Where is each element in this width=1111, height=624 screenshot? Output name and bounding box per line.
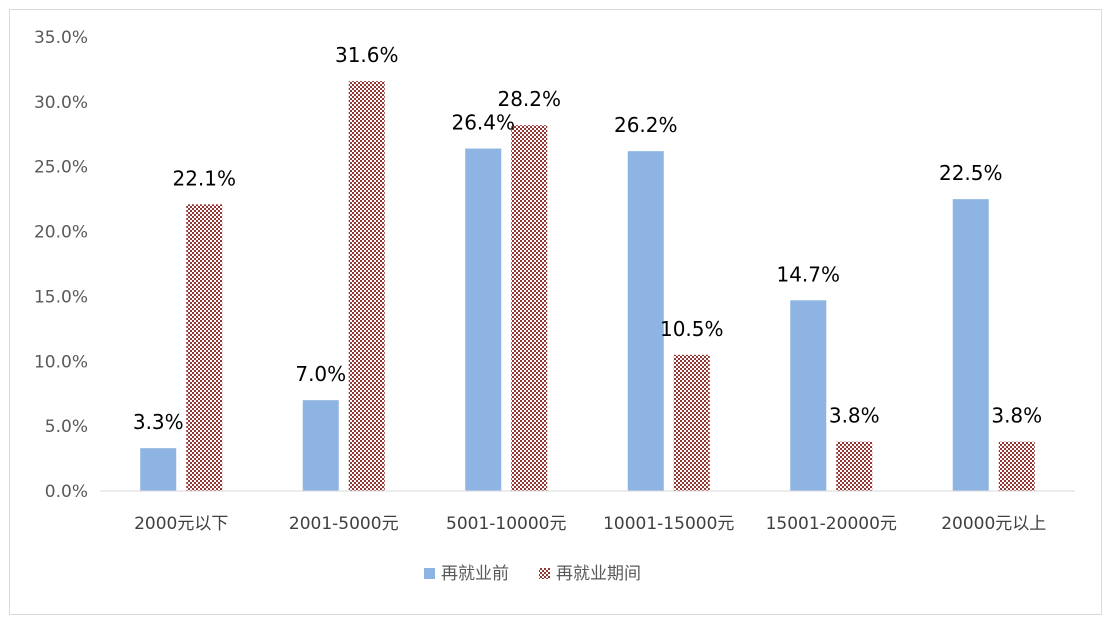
x-axis-categories: 2000元以下 2001-5000元 5001-10000元 10001-15000元…: [134, 514, 1046, 534]
x-category-label: 15001-20000元: [766, 514, 897, 534]
x-category-label: 10001-15000元: [603, 514, 734, 534]
data-label: 26.2%: [614, 113, 678, 137]
data-label: 31.6%: [335, 43, 399, 67]
legend-swatch-during: [539, 568, 550, 579]
y-tick-label: 25.0%: [34, 158, 88, 178]
y-tick-label: 20.0%: [34, 223, 88, 243]
x-category-label: 2000元以下: [134, 514, 228, 534]
legend-label: 再就业前: [441, 564, 509, 584]
data-label: 10.5%: [660, 317, 724, 341]
y-tick-label: 30.0%: [34, 93, 88, 113]
bar-before: [790, 300, 827, 491]
bar-during: [186, 204, 223, 491]
y-tick-label: 5.0%: [45, 417, 88, 437]
data-label: 22.5%: [939, 161, 1003, 185]
y-tick-label: 15.0%: [34, 287, 88, 307]
y-tick-label: 0.0%: [45, 482, 88, 502]
data-label: 28.2%: [497, 87, 561, 111]
bar-before: [302, 400, 339, 491]
data-label: 7.0%: [295, 362, 346, 386]
bar-before: [140, 448, 177, 491]
bar-during: [836, 441, 873, 491]
bar-during: [511, 125, 548, 491]
data-label: 14.7%: [776, 262, 840, 286]
data-labels: 3.3% 22.1% 7.0% 31.6% 26.4%28.2% 26.2% 10.5% 14…: [133, 43, 1042, 434]
bar-during: [348, 81, 385, 492]
data-label: 26.4%: [451, 111, 515, 135]
bar-before: [465, 148, 502, 491]
legend-swatch-before: [424, 568, 435, 579]
bar-during: [998, 441, 1035, 491]
bar-before: [952, 199, 989, 491]
x-category-label: 20000元以上: [941, 514, 1046, 534]
y-tick-label: 35.0%: [34, 28, 88, 48]
bar-before: [627, 151, 664, 492]
y-axis-ticks: 0.0% 5.0% 10.0% 15.0% 20.0% 25.0% 30.0% 35.0%: [34, 28, 88, 502]
bars: [140, 81, 1035, 492]
data-label: 22.1%: [172, 166, 236, 190]
bar-during: [673, 354, 710, 491]
x-category-label: 5001-10000元: [446, 514, 566, 534]
legend: 再就业前 再就业期间: [424, 564, 641, 584]
y-tick-label: 10.0%: [34, 352, 88, 372]
data-label: 3.8%: [991, 404, 1042, 428]
data-label: 3.3%: [133, 410, 184, 434]
data-label: 3.8%: [829, 404, 880, 428]
x-category-label: 2001-5000元: [289, 514, 399, 534]
legend-label: 再就业期间: [556, 564, 641, 584]
